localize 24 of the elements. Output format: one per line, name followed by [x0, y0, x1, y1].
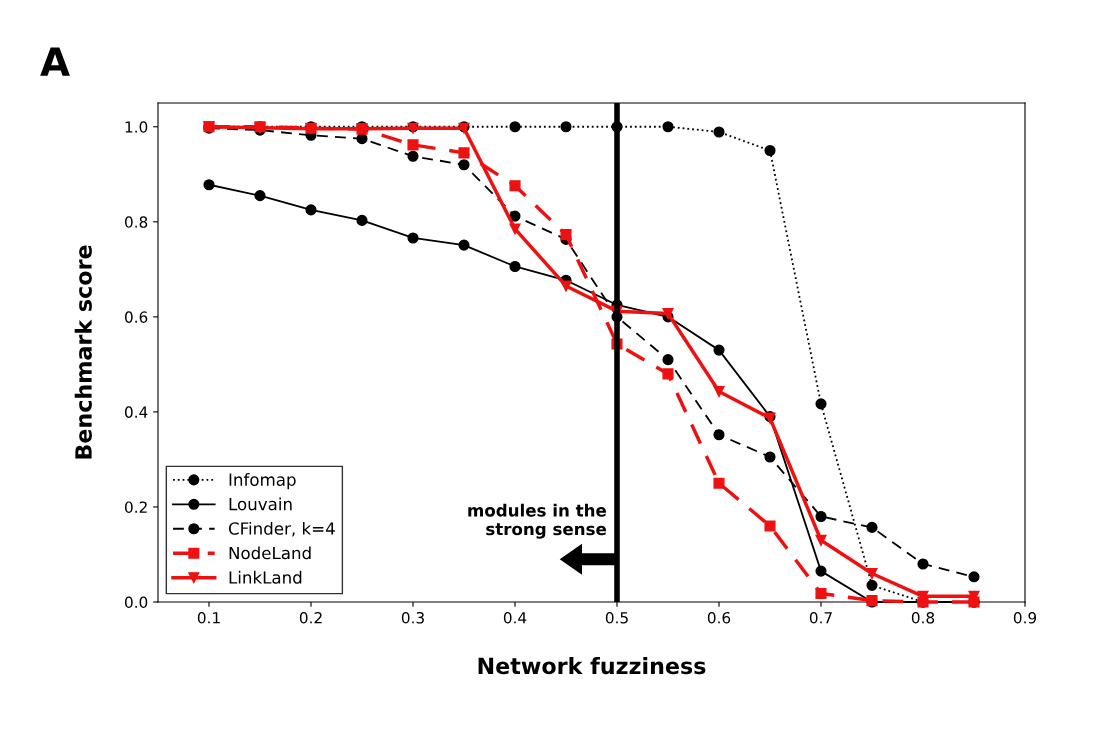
x-axis-title: Network fuzziness — [478, 657, 706, 675]
x-tick-label: 0.4 — [503, 611, 527, 624]
x-tick-label: 0.1 — [197, 611, 220, 624]
x-tick-label: 0.5 — [605, 611, 628, 624]
legend-label: LinkLand — [229, 570, 302, 584]
x-tick-label: 0.6 — [707, 611, 731, 624]
x-tick-label: 0.7 — [809, 611, 832, 624]
legend-label: NodeLand — [229, 546, 311, 560]
legend-label: CFinder, k=4 — [228, 521, 335, 537]
y-tick-label: 0.4 — [124, 406, 148, 418]
x-tick-label: 0.8 — [911, 611, 935, 624]
x-tick-label: 0.2 — [299, 611, 322, 624]
y-tick-label: 0.2 — [124, 501, 147, 513]
y-tick-label: 0.6 — [124, 311, 148, 323]
y-tick-label: 0.8 — [124, 216, 148, 228]
y-tick-label: 1.0 — [125, 121, 148, 133]
text: A — [40, 47, 70, 76]
x-tick-label: 0.3 — [401, 611, 424, 624]
y-tick-label: 0.0 — [124, 596, 148, 609]
x-tick-label: 0.9 — [1013, 611, 1037, 624]
legend-label: Louvain — [229, 497, 292, 511]
annotation: modules in the strong sense — [468, 503, 606, 539]
legend-label: Infomap — [229, 473, 296, 490]
y-axis-title: Benchmark score — [74, 245, 92, 459]
